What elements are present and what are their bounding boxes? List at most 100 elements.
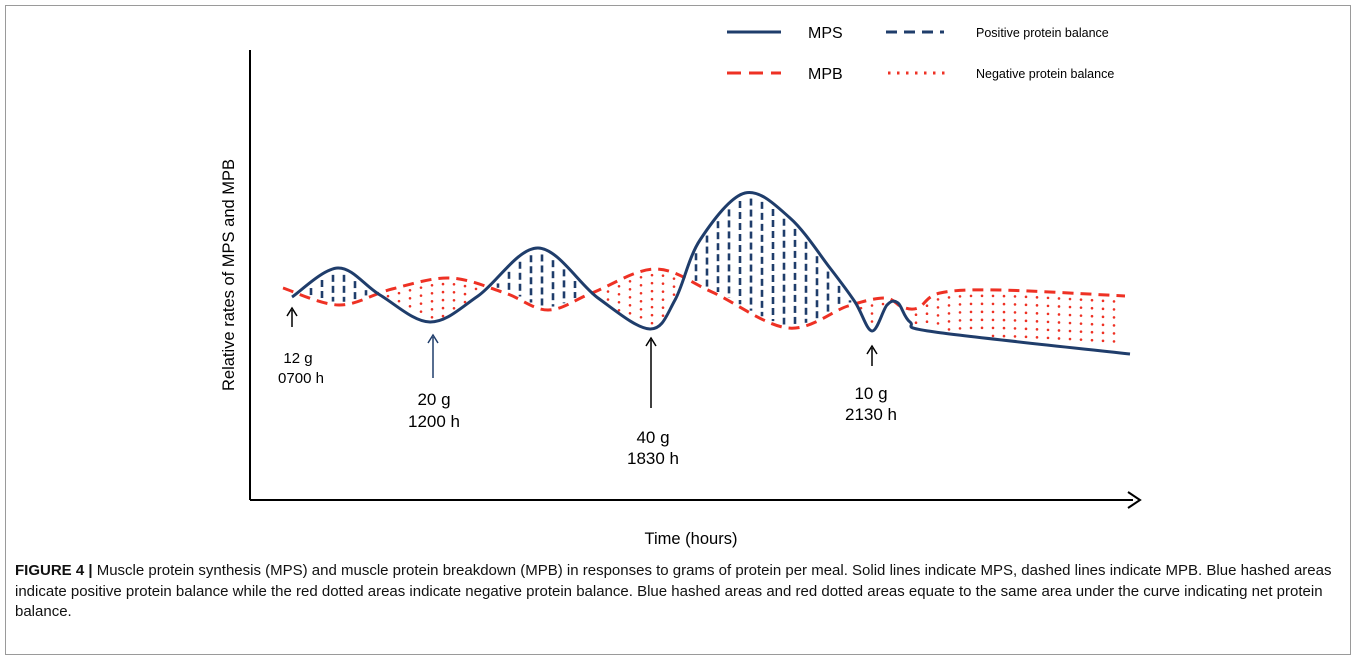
negative-balance-dot — [452, 290, 456, 294]
negative-balance-dot — [672, 285, 676, 288]
negative-balance-dot — [419, 286, 423, 289]
negative-balance-dot — [1090, 338, 1094, 342]
negative-balance-dot — [1068, 297, 1072, 301]
negative-balance-dot — [1101, 315, 1105, 319]
meal-amount-20g: 20 g — [417, 390, 450, 409]
negative-balance-dot — [1079, 338, 1083, 341]
negative-balance-dot — [408, 288, 412, 292]
negative-balance-dot — [430, 291, 434, 295]
negative-balance-dot — [441, 298, 445, 302]
negative-balance-dot — [628, 311, 632, 315]
negative-balance-dot — [1101, 307, 1105, 311]
negative-balance-dot — [1024, 327, 1028, 331]
negative-balance-dot — [1101, 331, 1105, 335]
negative-balance-dot — [1046, 320, 1050, 324]
negative-balance-dot — [617, 300, 621, 304]
negative-balance-dot — [650, 297, 654, 301]
y-axis-label: Relative rates of MPS and MPB — [220, 159, 238, 391]
negative-balance-dot — [969, 310, 973, 314]
negative-balance-dot — [606, 290, 610, 293]
negative-balance-dot — [1079, 330, 1083, 333]
negative-balance-dot — [1002, 326, 1006, 330]
negative-balance-dot — [980, 326, 984, 330]
negative-balance-dot — [1068, 305, 1072, 309]
negative-balance-dot — [628, 287, 632, 291]
figure-caption: FIGURE 4 | Muscle protein synthesis (MPS… — [15, 561, 1343, 623]
negative-balance-dot — [397, 291, 401, 295]
meal-arrowhead-10g — [866, 344, 878, 355]
negative-balance-dot — [419, 310, 423, 313]
negative-balance-dot — [958, 303, 962, 306]
negative-balance-dot — [1046, 312, 1050, 316]
negative-balance-dot — [452, 298, 456, 302]
negative-balance-dot — [1035, 304, 1039, 307]
negative-balance-dot — [947, 296, 951, 299]
negative-balance-dot — [386, 294, 390, 298]
negative-balance-dot — [991, 302, 995, 306]
negative-balance-dot — [1090, 298, 1094, 302]
negative-balance-dot — [639, 275, 643, 279]
negative-balance-dot — [617, 308, 621, 312]
negative-balance-dot — [1024, 295, 1028, 299]
meal-amount-40g: 40 g — [636, 428, 669, 447]
negative-balance-dot — [870, 320, 874, 323]
negative-balance-dot — [991, 334, 995, 338]
negative-balance-dot — [628, 303, 632, 307]
negative-balance-dot — [1079, 314, 1083, 317]
negative-balance-dot — [430, 307, 434, 311]
negative-balance-dot — [1002, 334, 1006, 338]
meal-time-1830: 1830 h — [627, 449, 679, 468]
figure-frame — [5, 5, 1351, 655]
negative-balance-dot — [1057, 329, 1061, 332]
negative-balance-dot — [1101, 339, 1105, 343]
negative-balance-dot — [617, 292, 621, 296]
legend-label-negative-balance: Negative protein balance — [976, 67, 1114, 81]
negative-balance-dot — [419, 294, 423, 297]
negative-balance-dot — [870, 312, 874, 315]
negative-balance-dot — [980, 294, 984, 298]
negative-balance-dot — [980, 310, 984, 314]
negative-balance-dot — [925, 312, 929, 316]
negative-balance-dot — [639, 307, 643, 311]
negative-balance-dot — [958, 295, 962, 298]
negative-balance-dot — [1079, 306, 1083, 309]
negative-balance-dot — [1035, 336, 1039, 339]
negative-balance-dot — [1079, 322, 1083, 325]
negative-balance-dot — [441, 306, 445, 310]
x-axis-arrowhead — [1127, 491, 1142, 509]
negative-balance-dot — [1024, 319, 1028, 323]
negative-balance-dot — [441, 314, 445, 318]
negative-balance-dot — [936, 322, 940, 325]
negative-balance-dot — [1024, 311, 1028, 315]
negative-balance-dot — [1112, 308, 1116, 311]
negative-balance-dot — [452, 306, 456, 310]
negative-balance-dot — [958, 319, 962, 322]
negative-balance-dot — [1002, 310, 1006, 314]
negative-balance-dot — [1057, 337, 1061, 340]
negative-balance-dot — [1013, 335, 1017, 338]
negative-balance-dot — [661, 290, 665, 293]
negative-balance-dot — [474, 287, 478, 291]
negative-balance-dot — [672, 293, 676, 296]
negative-balance-dot — [639, 291, 643, 295]
negative-balance-dot — [1090, 330, 1094, 334]
negative-balance-dot — [1090, 322, 1094, 326]
negative-balance-dot — [991, 310, 995, 314]
negative-balance-dot — [1024, 303, 1028, 307]
negative-balance-dot — [914, 321, 918, 325]
legend-label-mps: MPS — [808, 25, 843, 42]
negative-balance-dot — [1046, 304, 1050, 308]
x-axis-label: Time (hours) — [645, 530, 738, 548]
negative-balance-dot — [1068, 337, 1072, 341]
negative-balance-dot — [991, 326, 995, 330]
negative-balance-dot — [408, 304, 412, 308]
negative-balance-dot — [969, 294, 973, 298]
negative-balance-dot — [408, 296, 412, 300]
negative-balance-dot — [1057, 321, 1061, 324]
negative-balance-dot — [1057, 313, 1061, 316]
negative-balance-dot — [1013, 295, 1017, 298]
negative-balance-dot — [1068, 321, 1072, 325]
negative-balance-dot — [969, 302, 973, 306]
negative-balance-dot — [1068, 329, 1072, 333]
meal-arrowhead-40g — [645, 336, 657, 347]
